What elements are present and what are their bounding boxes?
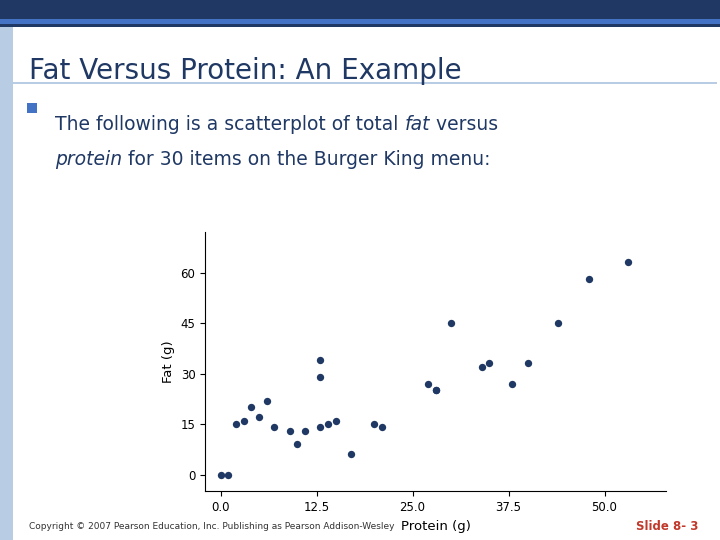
Point <box>476 362 487 371</box>
Point <box>230 420 242 428</box>
Point <box>315 373 326 381</box>
Point <box>507 380 518 388</box>
Point <box>300 427 311 435</box>
Point <box>583 275 595 284</box>
Text: Slide 8- 3: Slide 8- 3 <box>636 520 698 533</box>
Point <box>315 356 326 364</box>
Text: The following is a scatterplot of total: The following is a scatterplot of total <box>55 115 405 134</box>
Text: Fat Versus Protein: An Example: Fat Versus Protein: An Example <box>29 57 462 85</box>
Text: protein: protein <box>55 150 122 169</box>
Point <box>369 420 380 428</box>
Point <box>330 416 341 425</box>
Point <box>430 386 441 395</box>
Text: for 30 items on the Burger King menu:: for 30 items on the Burger King menu: <box>122 150 490 169</box>
Point <box>284 427 295 435</box>
Point <box>292 440 303 449</box>
Point <box>238 416 249 425</box>
Point <box>553 319 564 327</box>
Text: fat: fat <box>405 115 430 134</box>
Point <box>222 470 234 479</box>
Point <box>522 359 534 368</box>
Point <box>323 420 334 428</box>
Text: Copyright © 2007 Pearson Education, Inc. Publishing as Pearson Addison-Wesley: Copyright © 2007 Pearson Education, Inc.… <box>29 522 395 531</box>
X-axis label: Protein (g): Protein (g) <box>400 519 471 532</box>
Point <box>215 470 226 479</box>
Point <box>269 423 280 432</box>
Point <box>246 403 257 411</box>
Point <box>622 258 634 267</box>
Point <box>376 423 387 432</box>
Text: versus: versus <box>430 115 498 134</box>
Point <box>484 359 495 368</box>
Point <box>315 423 326 432</box>
Point <box>430 386 441 395</box>
Point <box>346 450 357 458</box>
Y-axis label: Fat (g): Fat (g) <box>162 341 175 383</box>
Point <box>261 396 272 405</box>
Point <box>445 319 456 327</box>
Point <box>253 413 265 422</box>
Point <box>422 380 433 388</box>
